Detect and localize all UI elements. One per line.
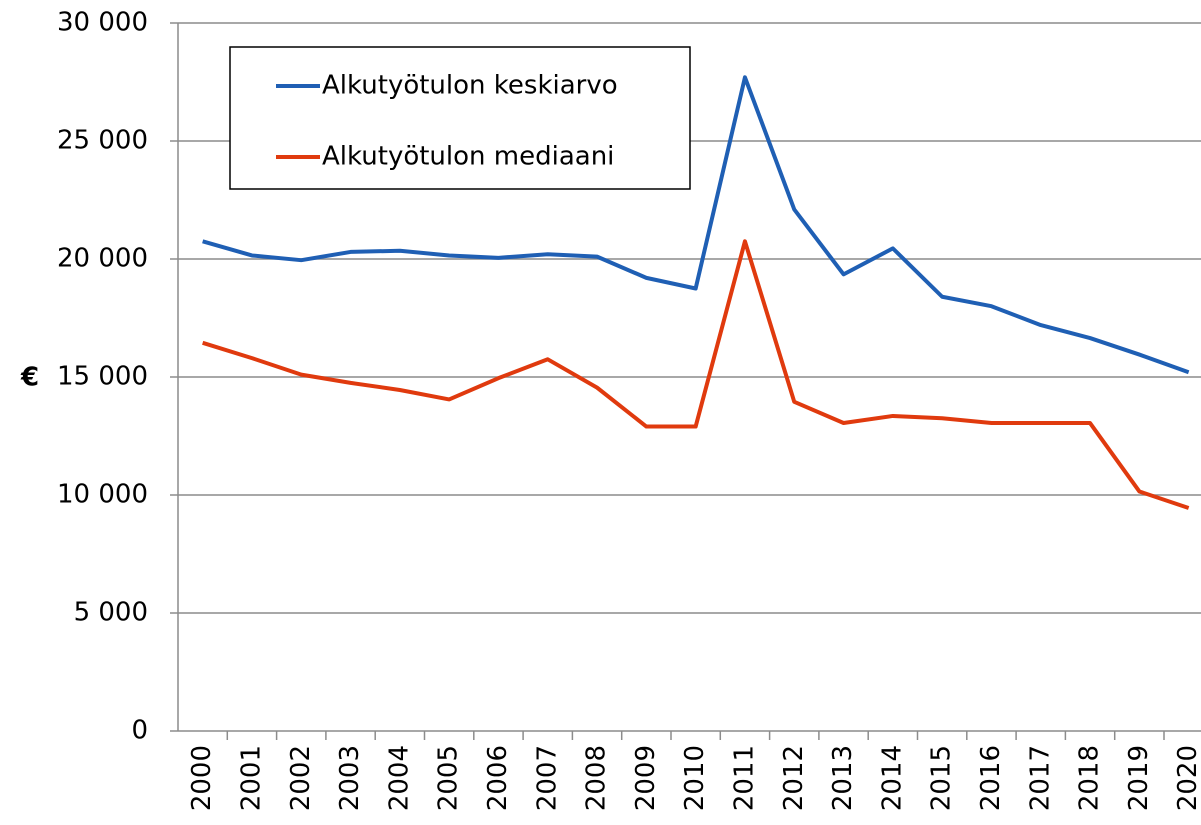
x-tick-label: 2018: [1075, 745, 1105, 811]
y-tick-label: 15 000: [57, 362, 148, 392]
y-axis-label: €: [20, 363, 39, 393]
x-tick-label: 2003: [335, 745, 365, 811]
y-tick-label: 0: [131, 716, 148, 746]
y-tick-label: 30 000: [57, 8, 148, 38]
x-tick-label: 2014: [877, 745, 907, 811]
x-tick-label: 2006: [483, 745, 513, 811]
y-tick-label: 5 000: [74, 598, 148, 628]
x-tick-label: 2011: [729, 745, 759, 811]
x-tick-label: 2000: [187, 745, 217, 811]
x-tick-label: 2007: [532, 745, 562, 811]
x-tick-label: 2017: [1025, 745, 1055, 811]
line: [202, 239, 1190, 510]
y-tick-label: 20 000: [57, 244, 148, 274]
x-tick-label: 2002: [286, 745, 316, 811]
x-tick-label: 2019: [1124, 745, 1154, 811]
legend-label: Alkutyötulon keskiarvo: [322, 71, 618, 101]
x-tick-label: 2005: [434, 745, 464, 811]
line: [202, 75, 1190, 375]
legend-label: Alkutyötulon mediaani: [322, 142, 614, 172]
x-tick-label: 2001: [236, 745, 266, 811]
x-tick-label: 2015: [927, 745, 957, 811]
x-tick-label: 2013: [828, 745, 858, 811]
x-tick-label: 2008: [582, 745, 612, 811]
x-tick-label: 2012: [779, 745, 809, 811]
y-tick-label: 10 000: [57, 480, 148, 510]
x-tick-label: 2009: [631, 745, 661, 811]
y-tick-label: 25 000: [57, 126, 148, 156]
x-tick-label: 2004: [384, 745, 414, 811]
x-tick-label: 2020: [1173, 745, 1201, 811]
x-tick-label: 2016: [976, 745, 1006, 811]
x-tick-label: 2010: [680, 745, 710, 811]
legend-box: [229, 46, 691, 190]
